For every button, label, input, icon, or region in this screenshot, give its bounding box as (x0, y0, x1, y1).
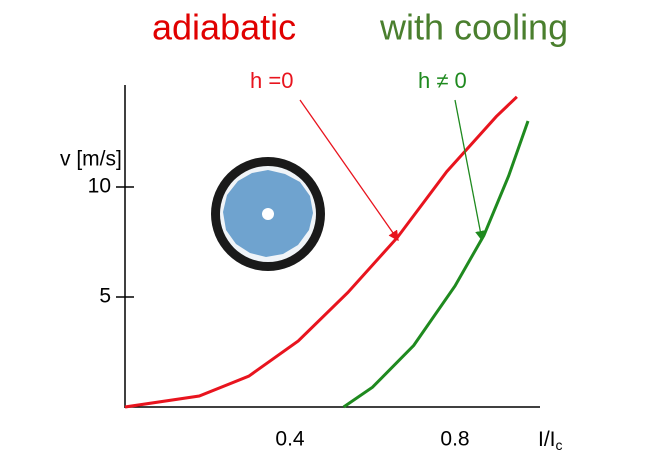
series-line (124, 95, 518, 409)
cable-icon (211, 157, 325, 271)
x-tick-label: 0.8 (440, 428, 469, 451)
x-tick-label: 0.4 (275, 428, 305, 451)
x-axis-label-text: I/I (538, 428, 556, 451)
y-axis-label: v [m/s] (60, 148, 122, 171)
series-arrow (299, 99, 399, 242)
annotation: with cooling (379, 7, 568, 48)
x-axis-label: I/Ic (538, 428, 563, 453)
annotation: adiabatic (152, 7, 296, 48)
series-line (342, 120, 530, 409)
y-tick-label: 10 (88, 175, 111, 198)
y-tick-label: 5 (99, 285, 111, 308)
series-arrow (454, 99, 486, 242)
series-label: h =0 (250, 68, 293, 93)
x-axis-label-sub: c (556, 437, 563, 453)
series-label: h ≠ 0 (418, 68, 467, 93)
